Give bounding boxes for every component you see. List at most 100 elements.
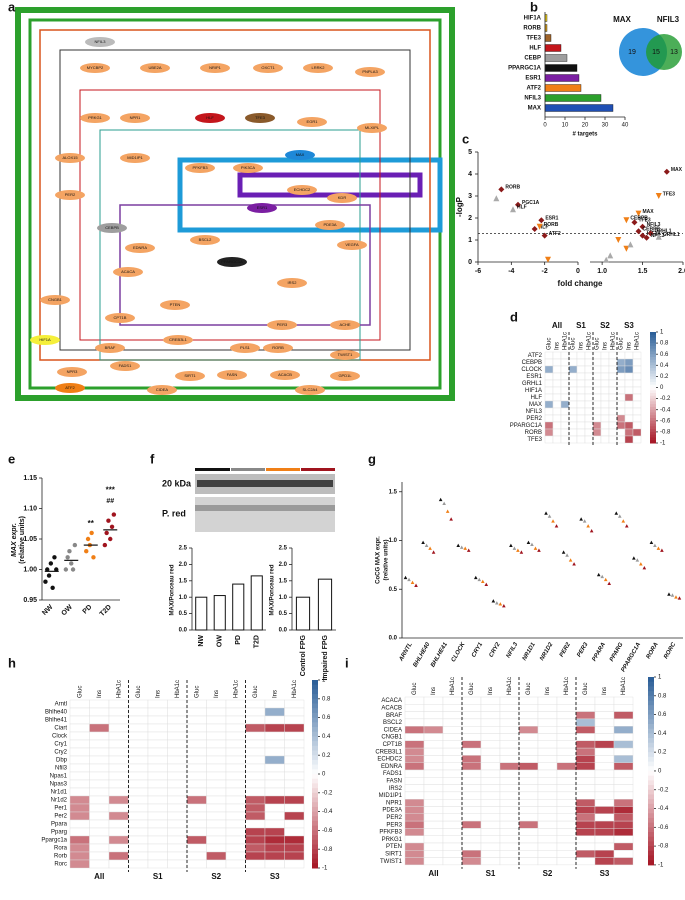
cell bbox=[616, 414, 626, 423]
colorbar-label: 0.8 bbox=[658, 693, 667, 699]
cell bbox=[594, 791, 615, 800]
cell bbox=[560, 351, 570, 360]
cell bbox=[89, 739, 110, 749]
panel-label: i bbox=[345, 655, 349, 670]
row-label: Ppargc1a bbox=[41, 838, 67, 844]
cell bbox=[245, 859, 266, 869]
cell bbox=[128, 763, 149, 773]
cell bbox=[186, 699, 207, 709]
row-label: Npas3 bbox=[50, 782, 68, 788]
y-tick-label: 2.0 bbox=[279, 562, 288, 568]
cell bbox=[404, 799, 425, 807]
colorbar-step bbox=[312, 698, 318, 704]
node-label: PPARGC1A bbox=[221, 259, 243, 264]
cell bbox=[89, 707, 110, 717]
point bbox=[502, 604, 506, 608]
row-label: NPR1 bbox=[386, 800, 403, 806]
cell bbox=[186, 771, 207, 781]
cell bbox=[264, 843, 285, 853]
cell bbox=[499, 740, 520, 749]
y-tick-label: 2.5 bbox=[279, 546, 288, 552]
cell bbox=[404, 791, 425, 800]
cell bbox=[575, 733, 596, 742]
cell bbox=[461, 850, 482, 858]
column-label: Gluc bbox=[547, 338, 553, 350]
cell bbox=[404, 711, 425, 720]
cell bbox=[89, 827, 110, 837]
cell bbox=[245, 819, 266, 829]
point-label: NFIL3 bbox=[647, 222, 661, 228]
cell bbox=[560, 393, 570, 402]
row-label: Per2 bbox=[54, 814, 67, 820]
cell bbox=[147, 707, 168, 717]
point bbox=[655, 233, 662, 240]
cell bbox=[575, 799, 596, 807]
cell bbox=[167, 723, 188, 733]
cell bbox=[608, 393, 618, 402]
y-tick-label: 1 bbox=[468, 237, 472, 244]
cell bbox=[206, 763, 227, 773]
blot-band bbox=[197, 480, 333, 487]
point bbox=[410, 580, 415, 585]
cell bbox=[499, 820, 520, 829]
cell bbox=[624, 351, 634, 360]
cell bbox=[499, 806, 520, 815]
row-label: PPARGC1A bbox=[510, 423, 542, 429]
panel-label: h bbox=[8, 655, 16, 670]
point bbox=[459, 545, 464, 549]
cell bbox=[594, 784, 615, 793]
cell bbox=[499, 733, 520, 742]
cell bbox=[461, 806, 482, 815]
bar bbox=[195, 596, 208, 631]
cell bbox=[584, 428, 594, 437]
x-tick-label: CLOCK bbox=[451, 641, 467, 663]
x-tick-label: OW bbox=[60, 603, 74, 617]
colorbar-label: -0.4 bbox=[658, 806, 669, 812]
cell bbox=[537, 835, 558, 844]
column-label: HbA1c bbox=[116, 680, 122, 698]
cell bbox=[69, 739, 90, 749]
cell bbox=[69, 707, 90, 717]
cell bbox=[499, 784, 520, 793]
network-edge bbox=[59, 49, 411, 351]
point bbox=[674, 595, 678, 599]
cell bbox=[186, 731, 207, 741]
cell bbox=[552, 414, 562, 423]
cell bbox=[404, 806, 425, 815]
network-node bbox=[200, 63, 230, 73]
cell bbox=[442, 696, 463, 705]
colorbar-step bbox=[312, 853, 318, 860]
cell bbox=[518, 799, 539, 807]
cell bbox=[186, 739, 207, 749]
cell bbox=[89, 747, 110, 757]
network-node bbox=[55, 190, 85, 200]
point-label: ESR1 bbox=[545, 216, 558, 222]
row-label: MAX bbox=[529, 402, 542, 408]
cell bbox=[423, 850, 444, 858]
network-node bbox=[217, 370, 247, 380]
column-label: Ins bbox=[272, 690, 278, 698]
venn-count: 15 bbox=[652, 49, 660, 56]
x-tick-label: -2 bbox=[542, 268, 548, 275]
point bbox=[600, 574, 605, 579]
cell bbox=[108, 819, 129, 829]
blot-label: P. red bbox=[162, 508, 186, 518]
cell bbox=[568, 358, 578, 367]
cell bbox=[575, 835, 596, 844]
row-label: Rora bbox=[54, 846, 68, 852]
row-label: Rorc bbox=[54, 862, 67, 868]
cell bbox=[206, 819, 227, 829]
venn-label: NFIL3 bbox=[657, 15, 680, 24]
point bbox=[456, 543, 461, 547]
cell bbox=[518, 718, 539, 727]
cell bbox=[556, 777, 577, 785]
point bbox=[104, 530, 109, 536]
network-node bbox=[85, 37, 115, 47]
colorbar-step bbox=[648, 855, 654, 861]
cell bbox=[225, 843, 246, 853]
cell bbox=[284, 779, 305, 789]
colorbar-step bbox=[650, 415, 656, 419]
x-tick-label: CRY1 bbox=[471, 641, 484, 658]
cell bbox=[480, 747, 501, 756]
cell bbox=[69, 731, 90, 741]
